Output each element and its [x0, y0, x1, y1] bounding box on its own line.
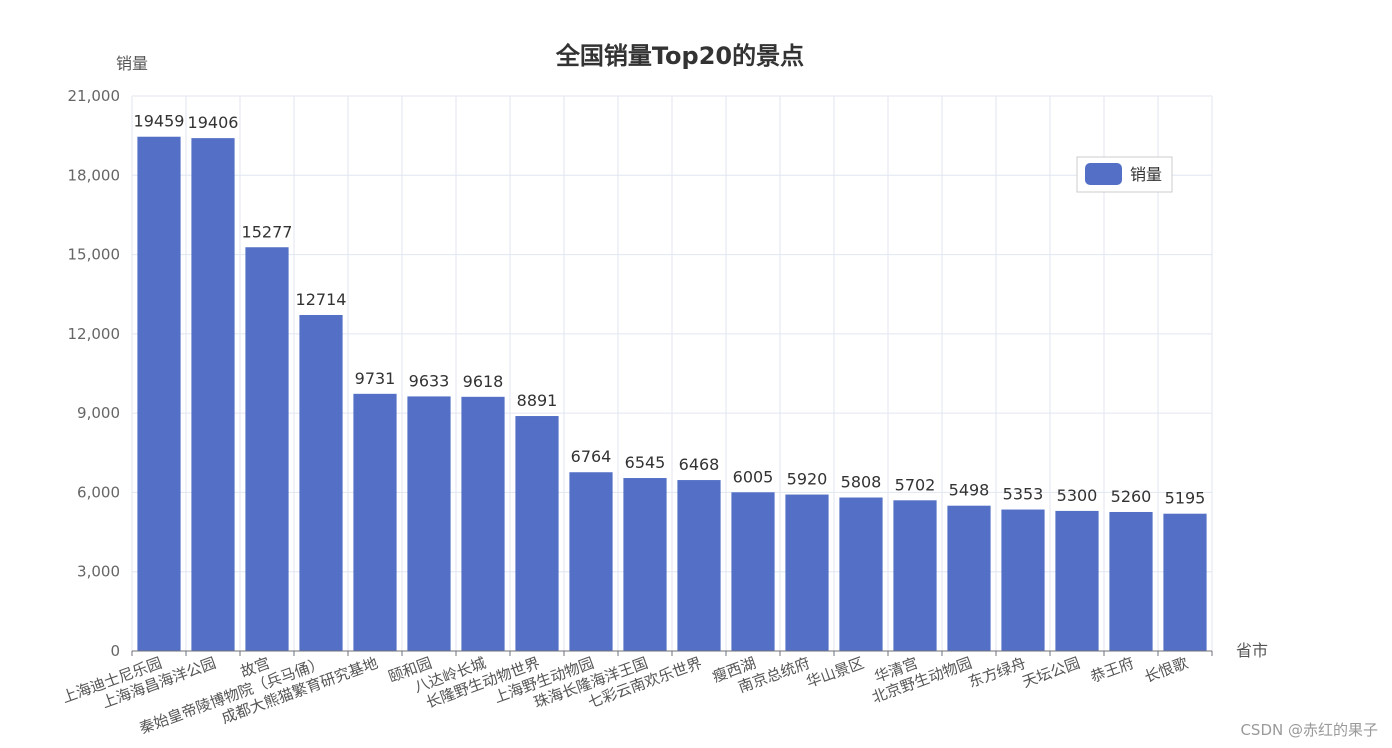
x-tick-label: 天坛公园 — [1020, 654, 1083, 691]
data-labels: 19459 19406 15277 12714 9731 9633 9618 8891 6764… — [134, 112, 1206, 508]
bar[interactable] — [839, 497, 883, 651]
legend-label: 销量 — [1130, 165, 1162, 184]
data-label: 12714 — [296, 290, 347, 309]
y-axis-label: 销量 — [116, 54, 148, 73]
y-tick-label: 18,000 — [68, 166, 121, 184]
y-tick-label: 6,000 — [77, 483, 120, 501]
bar[interactable] — [299, 314, 343, 651]
bar[interactable] — [569, 472, 613, 651]
data-label: 6005 — [733, 467, 774, 486]
legend-swatch-icon — [1085, 163, 1122, 185]
data-label: 19459 — [134, 112, 185, 131]
bar[interactable] — [1001, 509, 1045, 651]
data-label: 6468 — [679, 455, 720, 474]
data-label: 6545 — [625, 453, 666, 472]
bar[interactable] — [353, 393, 397, 651]
bar[interactable] — [1163, 513, 1207, 651]
data-label: 5300 — [1057, 486, 1098, 505]
chart-title: 全国销量Top20的景点 — [555, 42, 804, 70]
y-tick-label: 3,000 — [77, 563, 120, 581]
data-label: 9731 — [355, 369, 396, 388]
data-label: 6764 — [571, 447, 612, 466]
data-label: 5260 — [1111, 487, 1152, 506]
y-tick-label: 12,000 — [68, 325, 121, 343]
y-axis-ticks: 0 3,000 6,000 9,000 12,000 15,000 18,000 21,000 — [68, 87, 121, 660]
data-label: 9633 — [409, 371, 450, 390]
bar[interactable] — [1055, 510, 1099, 651]
legend[interactable]: 销量 — [1076, 156, 1173, 193]
bar[interactable] — [245, 247, 289, 651]
bar[interactable] — [893, 500, 937, 651]
y-tick-label: 21,000 — [68, 87, 121, 105]
x-axis-label: 省市 — [1236, 641, 1268, 660]
x-tick-label: 东方绿舟 — [966, 654, 1029, 691]
data-label: 5808 — [841, 473, 882, 492]
bar[interactable] — [515, 416, 559, 651]
data-label: 8891 — [517, 391, 558, 410]
bar[interactable] — [731, 492, 775, 651]
bar[interactable] — [191, 138, 235, 651]
bar[interactable] — [407, 396, 451, 651]
grid-lines — [131, 95, 1213, 651]
bar[interactable] — [137, 136, 181, 651]
y-tick-label: 9,000 — [77, 404, 120, 422]
data-label: 5498 — [949, 481, 990, 500]
data-label: 5195 — [1165, 489, 1206, 508]
watermark: CSDN @赤红的果子 — [1240, 721, 1378, 739]
data-label: 5702 — [895, 475, 936, 494]
data-label: 9618 — [463, 372, 504, 391]
bar[interactable] — [1109, 511, 1153, 651]
bar[interactable] — [785, 494, 829, 651]
y-tick-label: 0 — [110, 642, 120, 660]
bar[interactable] — [677, 480, 721, 651]
data-label: 15277 — [242, 222, 293, 241]
x-tick-label: 长恨歌 — [1142, 654, 1190, 686]
x-tick-label: 华山景区 — [804, 654, 867, 691]
data-label: 5920 — [787, 470, 828, 489]
bar[interactable] — [623, 478, 667, 651]
bars — [137, 136, 1207, 651]
x-axis-line — [131, 650, 1213, 656]
bar[interactable] — [461, 396, 505, 651]
y-tick-label: 15,000 — [68, 246, 121, 264]
data-label: 19406 — [188, 113, 239, 132]
data-label: 5353 — [1003, 485, 1044, 504]
x-tick-label: 恭王府 — [1088, 654, 1136, 686]
bar[interactable] — [947, 505, 991, 651]
